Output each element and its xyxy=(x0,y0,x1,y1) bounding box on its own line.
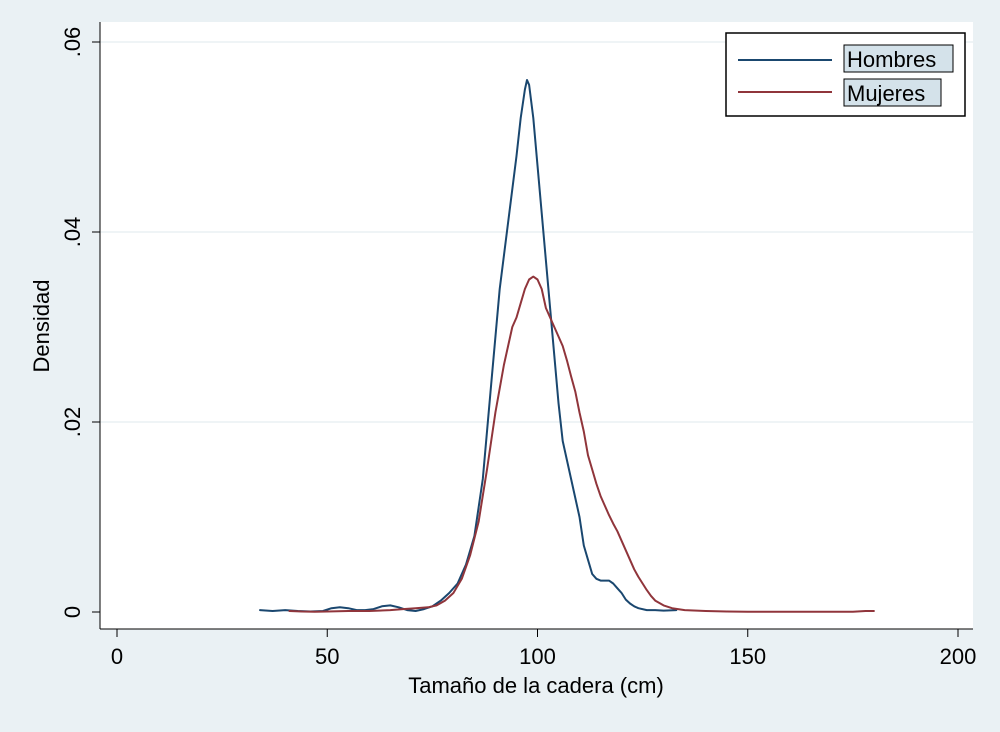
y-axis-label: Densidad xyxy=(29,280,54,373)
legend-label-bg-hombres xyxy=(843,44,954,73)
y-tick-label: .04 xyxy=(60,217,85,248)
legend: Hombres Mujeres xyxy=(725,32,966,117)
y-axis-ticks: 0 .02 .04 .06 xyxy=(60,27,100,618)
series-line-mujeres xyxy=(288,275,875,613)
x-tick-label: 0 xyxy=(111,644,123,669)
legend-label-hombres: Hombres xyxy=(847,47,936,72)
x-tick-label: 50 xyxy=(315,644,339,669)
x-tick-label: 100 xyxy=(519,644,556,669)
x-axis-label: Tamaño de la cadera (cm) xyxy=(408,673,664,698)
y-tick-label: 0 xyxy=(60,606,85,618)
legend-label-bg-mujeres xyxy=(843,78,942,107)
x-tick-label: 200 xyxy=(940,644,977,669)
series-line-hombres xyxy=(259,79,678,613)
series-lines xyxy=(259,79,875,613)
x-tick-label: 150 xyxy=(729,644,766,669)
x-axis-ticks: 0 50 100 150 200 xyxy=(111,629,976,669)
axes xyxy=(99,22,973,630)
y-tick-label: .02 xyxy=(60,407,85,438)
legend-label-mujeres: Mujeres xyxy=(847,81,925,106)
y-tick-label: .06 xyxy=(60,27,85,58)
plot-area xyxy=(100,22,973,629)
